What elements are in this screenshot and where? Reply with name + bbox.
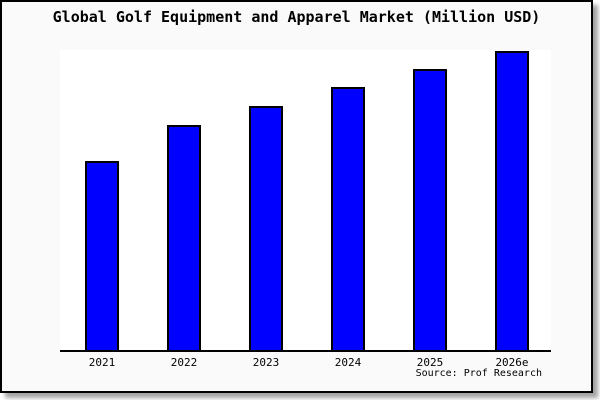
source-credit: Source: Prof Research xyxy=(415,368,542,379)
bar-2026e xyxy=(495,51,529,350)
bar-2022 xyxy=(167,125,201,350)
x-tick-label-2022: 2022 xyxy=(170,356,198,369)
bar-2021 xyxy=(85,161,119,350)
x-tick-label-2023: 2023 xyxy=(252,356,280,369)
bar-2024 xyxy=(331,87,365,350)
x-tick-label-2025: 2025 xyxy=(416,356,444,369)
bars-layer xyxy=(60,50,551,350)
x-tick-label-2024: 2024 xyxy=(334,356,362,369)
x-tick-label-2026e: 2026e xyxy=(495,356,529,369)
bar-2023 xyxy=(249,106,283,350)
chart-frame: Global Golf Equipment and Apparel Market… xyxy=(0,0,593,393)
x-axis-labels: 2021 2022 2023 2024 2025 2026e xyxy=(60,356,551,370)
bar-2025 xyxy=(413,69,447,350)
x-tick-label-2021: 2021 xyxy=(88,356,116,369)
chart-title: Global Golf Equipment and Apparel Market… xyxy=(52,8,541,26)
plot-area xyxy=(60,50,551,352)
